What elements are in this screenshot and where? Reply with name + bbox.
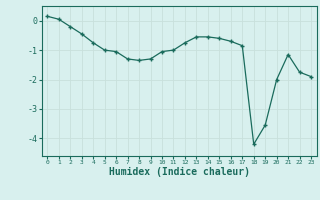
X-axis label: Humidex (Indice chaleur): Humidex (Indice chaleur) — [109, 167, 250, 177]
